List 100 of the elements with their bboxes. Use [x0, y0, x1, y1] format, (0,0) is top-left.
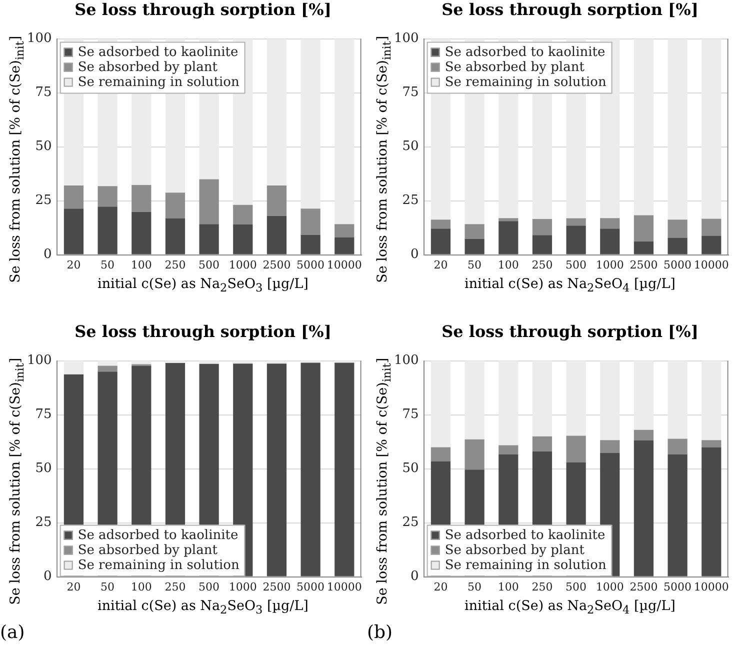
- bar: [300, 38, 320, 209]
- bar: [199, 360, 219, 364]
- x-tick-label: 2500: [630, 580, 658, 594]
- y-tick-label: 100: [394, 353, 419, 368]
- bar: [634, 440, 654, 576]
- y-tick-label: 25: [402, 193, 419, 208]
- x-tick-label: 1000: [228, 580, 257, 594]
- bar: [165, 218, 186, 254]
- x-tick-label: 20: [434, 258, 448, 272]
- x-tick-label: 10000: [326, 258, 362, 272]
- bar: [430, 228, 451, 254]
- bar: [266, 38, 287, 186]
- bar: [98, 186, 118, 207]
- legend-label: Se remaining in solution: [444, 558, 607, 574]
- x-tick-label: 20: [66, 258, 81, 272]
- bar: [498, 218, 518, 222]
- bar: [566, 218, 586, 226]
- x-tick-label: 1000: [596, 580, 624, 594]
- bar: [668, 220, 688, 238]
- bar: [566, 226, 586, 254]
- bar: [634, 215, 654, 242]
- bar: [132, 360, 152, 364]
- bar: [300, 362, 320, 576]
- bar: [566, 360, 586, 436]
- x-tick-label: 5000: [664, 258, 692, 272]
- bar: [300, 234, 320, 254]
- bar: [199, 224, 219, 254]
- legend-label: Se adsorbed to kaolinite: [444, 528, 606, 544]
- x-tick-label: 100: [498, 580, 519, 594]
- x-tick-label: 10000: [326, 580, 362, 594]
- bar: [634, 241, 654, 254]
- bar: [334, 362, 354, 576]
- bar: [430, 220, 451, 229]
- y-tick-label: 75: [402, 407, 419, 422]
- legend-label: Se absorbed by plant: [444, 543, 586, 558]
- y-tick-label: 100: [26, 353, 52, 368]
- bar: [464, 238, 484, 254]
- bar: [430, 360, 451, 448]
- x-tick-label: 50: [468, 580, 482, 594]
- bar: [702, 236, 722, 254]
- bar: [532, 360, 552, 436]
- bar: [532, 436, 552, 452]
- x-tick-label: 2500: [630, 258, 658, 272]
- x-tick-label: 2500: [262, 258, 291, 272]
- x-tick-label: 50: [100, 580, 115, 594]
- x-tick-label: 1000: [596, 258, 624, 272]
- bar: [634, 38, 654, 216]
- x-axis-title: initial c(Se) as Na$_{2}$SeO$_{4}$ [µg/L]: [464, 276, 676, 295]
- bar: [334, 38, 354, 224]
- x-tick-label: 250: [532, 580, 553, 594]
- text: (b): [367, 622, 393, 643]
- y-tick-label: 25: [35, 193, 52, 208]
- x-tick-label: 5000: [296, 258, 325, 272]
- bar: [668, 38, 688, 220]
- y-tick-label: 25: [402, 515, 419, 530]
- y-tick-label: 0: [44, 569, 52, 584]
- bar: [634, 360, 654, 430]
- y-tick-label: 75: [35, 85, 52, 100]
- x-tick-label: 5000: [296, 580, 325, 594]
- bar: [702, 360, 722, 440]
- x-tick-label: 20: [66, 580, 81, 594]
- bar: [64, 360, 84, 374]
- y-tick-label: 50: [35, 461, 52, 476]
- y-tick-label: 100: [26, 31, 52, 46]
- x-axis-title: initial c(Se) as Na$_{2}$SeO$_{3}$ [µg/L]: [96, 598, 310, 617]
- legend-label: Se absorbed by plant: [444, 60, 586, 76]
- y-tick-label: 0: [44, 247, 52, 262]
- bar: [430, 447, 451, 462]
- bar: [266, 364, 287, 576]
- x-tick-label: 10000: [694, 580, 729, 594]
- bar: [165, 192, 186, 218]
- x-tick-label: 5000: [664, 580, 692, 594]
- bar: [600, 360, 620, 440]
- legend-label: Se absorbed by plant: [78, 543, 218, 558]
- bar: [300, 208, 320, 235]
- bar: [233, 224, 253, 254]
- bar: [600, 228, 620, 254]
- x-tick-label: 20: [434, 580, 448, 594]
- legend-label: Se remaining in solution: [78, 558, 240, 574]
- chart-title: Se loss through sorption [%]: [440, 322, 700, 341]
- legend-label: Se adsorbed to kaolinite: [78, 528, 239, 544]
- y-tick-label: 75: [35, 407, 52, 422]
- x-tick-label: 500: [198, 258, 220, 272]
- bar: [668, 454, 688, 576]
- x-axis-title: initial c(Se) as Na$_{2}$SeO$_{3}$ [µg/L]: [96, 276, 310, 295]
- legend-label: Se adsorbed to kaolinite: [78, 45, 239, 60]
- bar: [98, 206, 118, 254]
- chart-title: Se loss through sorption [%]: [74, 0, 332, 19]
- bar: [464, 439, 484, 470]
- x-tick-label: 50: [100, 258, 115, 272]
- bar: [634, 430, 654, 440]
- y-tick-label: 0: [410, 247, 419, 262]
- y-tick-label: 50: [402, 139, 419, 154]
- bar: [132, 212, 152, 254]
- bar: [702, 38, 722, 219]
- bar: [702, 447, 722, 576]
- bar: [98, 366, 118, 372]
- x-tick-label: 500: [566, 580, 587, 594]
- legend-label: Se absorbed by plant: [78, 60, 218, 76]
- x-tick-label: 250: [164, 258, 186, 272]
